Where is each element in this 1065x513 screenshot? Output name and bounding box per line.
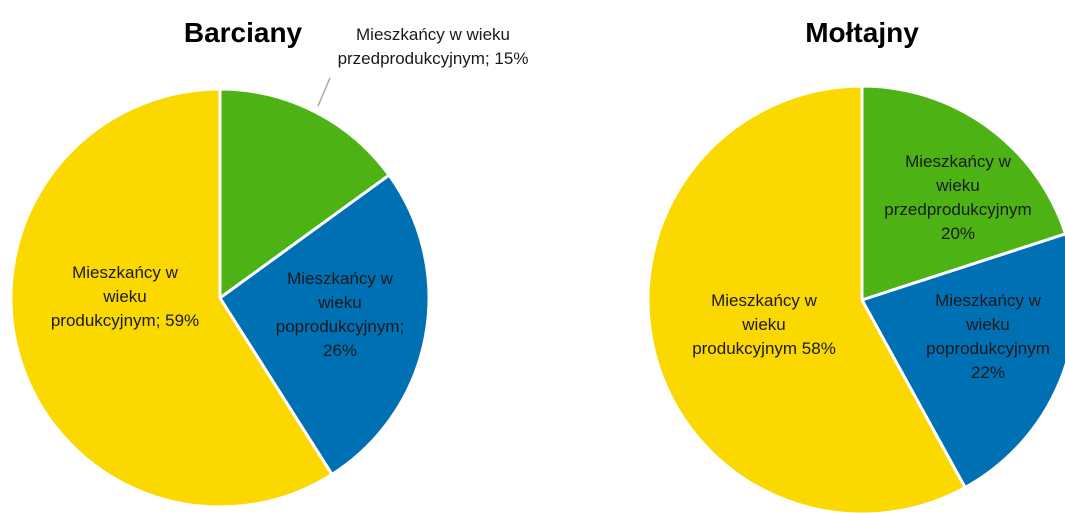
pie-slice xyxy=(859,232,1065,490)
label-line: wieku xyxy=(935,176,979,195)
label-line: Mieszkańcy w xyxy=(905,152,1012,171)
data-label: Mieszkańcy w wieku poprodukcyjnym 22% xyxy=(926,291,1050,382)
label-line: Mieszkańcy w xyxy=(72,263,179,282)
pie-slice xyxy=(218,87,392,301)
pie-slice xyxy=(9,87,335,509)
pie-slice xyxy=(217,173,431,477)
label-line: wieku xyxy=(102,287,146,306)
data-label: Mieszkańcy w wieku przedprodukcyjnym 20% xyxy=(884,152,1031,243)
label-line: 20% xyxy=(941,224,975,243)
label-line: wieku xyxy=(741,315,785,334)
label-line: Mieszkańcy w xyxy=(287,269,394,288)
label-line: 26% xyxy=(323,341,357,360)
label-line: przedprodukcyjnym xyxy=(884,200,1031,219)
data-label: Mieszkańcy w wieku produkcyjnym; 59% xyxy=(51,263,199,330)
data-label: Mieszkańcy w wieku produkcyjnym 58% xyxy=(692,291,836,358)
data-label: Mieszkańcy w wieku poprodukcyjnym; 26% xyxy=(276,269,405,360)
chart-title: Barciany xyxy=(184,17,303,48)
label-line: produkcyjnym; 59% xyxy=(51,311,199,330)
label-line: produkcyjnym 58% xyxy=(692,339,836,358)
label-line: przedprodukcyjnym; 15% xyxy=(338,49,529,68)
leader-line xyxy=(317,77,331,107)
label-line: poprodukcyjnym xyxy=(926,339,1050,358)
data-label: Mieszkańcy w wieku przedprodukcyjnym; 15% xyxy=(338,25,529,68)
pie-slice xyxy=(646,84,968,513)
label-line: wieku xyxy=(965,315,1009,334)
label-line: wieku xyxy=(317,293,361,312)
label-line: poprodukcyjnym; xyxy=(276,317,405,336)
label-line: Mieszkańcy w xyxy=(711,291,818,310)
label-line: 22% xyxy=(971,363,1005,382)
label-line: Mieszkańcy w wieku xyxy=(356,25,510,44)
chart-title: Mołtajny xyxy=(805,17,919,48)
label-line: Mieszkańcy w xyxy=(935,291,1042,310)
pie-slice xyxy=(860,84,1065,303)
